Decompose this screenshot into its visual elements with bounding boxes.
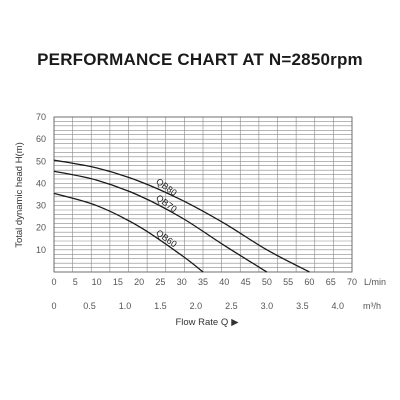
series-label-qb70: QB70 (154, 193, 178, 215)
x-tick-label-lmin: 20 (134, 277, 144, 287)
x-tick-label-lmin: 0 (51, 277, 56, 287)
x-tick-label-m3h: 2.5 (225, 301, 238, 311)
x-tick-label-m3h: 0.5 (83, 301, 96, 311)
y-tick-label: 60 (36, 134, 46, 144)
x-tick-label-m3h: 1.0 (119, 301, 132, 311)
x-tick-label-lmin: 30 (177, 277, 187, 287)
x-tick-label-m3h: 2.0 (190, 301, 203, 311)
x-tick-label-lmin: 70 (347, 277, 357, 287)
x-tick-label-lmin: 60 (304, 277, 314, 287)
x-tick-label-lmin: 5 (73, 277, 78, 287)
x-tick-label-m3h: 3.0 (261, 301, 274, 311)
x-tick-label-lmin: 45 (241, 277, 251, 287)
x-tick-label-m3h: 3.5 (296, 301, 309, 311)
x-tick-label-m3h: 4.0 (332, 301, 345, 311)
y-tick-label: 20 (36, 223, 46, 233)
y-tick-label: 30 (36, 201, 46, 211)
x-tick-label-lmin: 35 (198, 277, 208, 287)
x-tick-label-lmin: 15 (113, 277, 123, 287)
y-tick-label: 40 (36, 178, 46, 188)
curve-qb70 (53, 170, 268, 273)
curves (53, 159, 310, 273)
x-unit-lmin: L/min (364, 277, 386, 287)
grid: 10 20 30 40 50 60 70 0 5 10 15 20 25 30 35 40 45 50 55 60 65… (36, 112, 386, 311)
x-tick-label-m3h: 1.5 (154, 301, 167, 311)
x-tick-label-lmin: 40 (219, 277, 229, 287)
y-axis-title: Total dynamic head H(m) (14, 142, 25, 248)
x-tick-label-lmin: 50 (262, 277, 272, 287)
y-tick-label: 50 (36, 156, 46, 166)
x-tick-label-lmin: 10 (92, 277, 102, 287)
x-tick-label-lmin: 65 (326, 277, 336, 287)
y-tick-label: 70 (36, 112, 46, 122)
x-tick-label-lmin: 55 (283, 277, 293, 287)
chart-title: PERFORMANCE CHART AT N=2850rpm (37, 50, 363, 69)
curve-qb60 (53, 192, 204, 273)
x-tick-label-lmin: 25 (155, 277, 165, 287)
x-unit-m3h: m³/h (363, 301, 381, 311)
x-tick-label-m3h: 0 (51, 301, 56, 311)
x-axis-title: Flow Rate Q ▶ (175, 317, 239, 328)
curve-qb80 (53, 159, 310, 273)
y-tick-label: 10 (36, 245, 46, 255)
